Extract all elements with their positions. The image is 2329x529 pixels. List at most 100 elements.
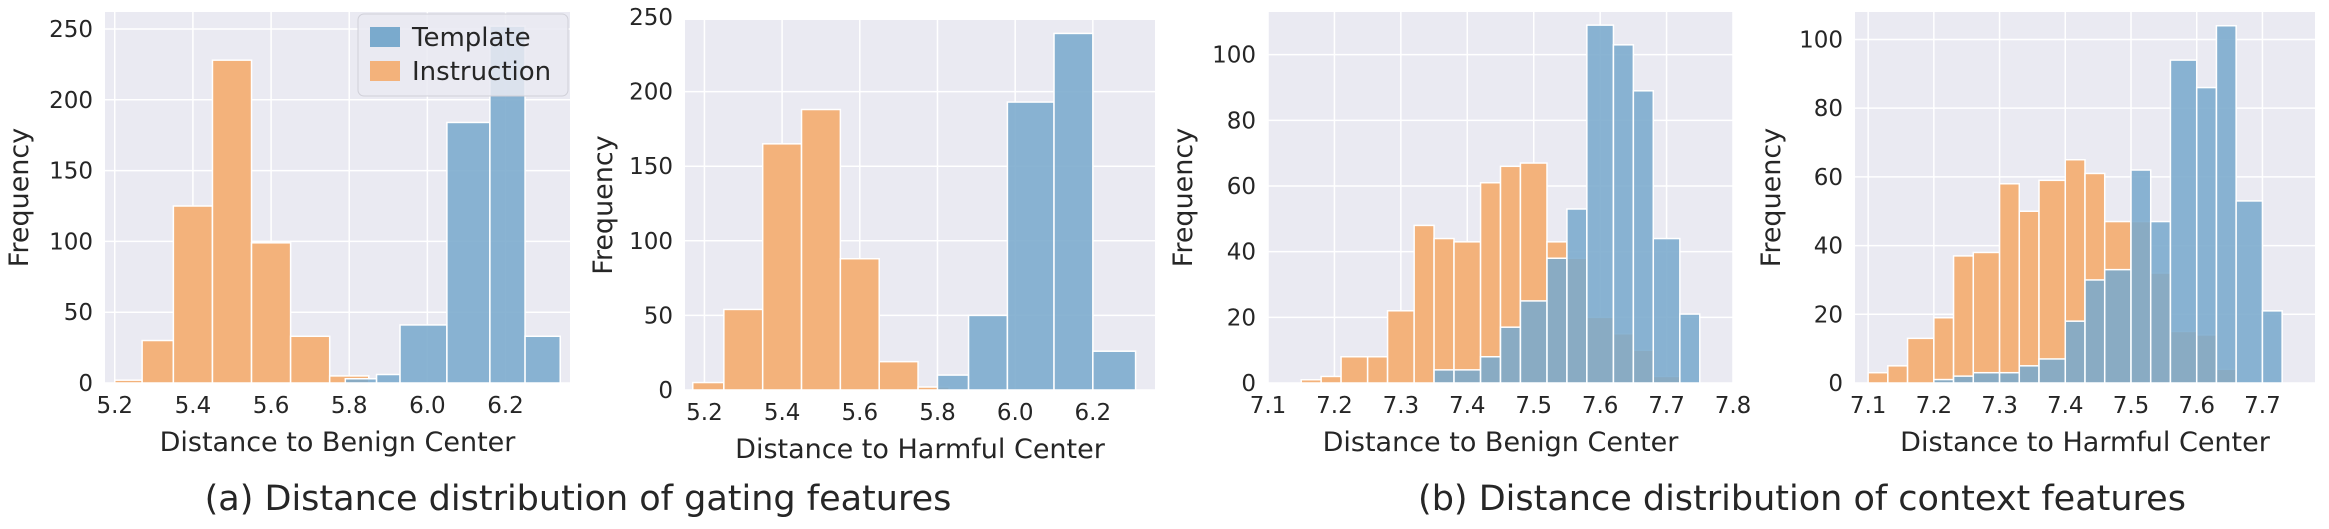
template-bar: [2084, 279, 2106, 384]
template-bar: [1546, 257, 1568, 384]
y-tick-label: 20: [1814, 302, 1843, 328]
x-axis-label: Distance to Benign Center: [160, 427, 517, 458]
x-tick-label: 7.6: [1582, 393, 1619, 419]
x-tick-label: 5.6: [842, 400, 879, 426]
template-bar: [399, 324, 448, 384]
template-bar: [1612, 44, 1635, 384]
x-axis-label: Distance to Harmful Center: [1900, 427, 2271, 458]
legend-swatch-instruction: [370, 61, 400, 81]
template-bar: [2235, 200, 2264, 384]
instruction-bar: [2038, 179, 2067, 384]
instruction-bar: [211, 59, 253, 384]
x-tick-label: 5.2: [96, 393, 133, 419]
x-tick-label: 5.2: [686, 400, 723, 426]
instruction-bar: [114, 379, 143, 384]
y-tick-label: 50: [64, 300, 93, 326]
x-tick-label: 7.5: [1515, 393, 1552, 419]
y-tick-label: 100: [1799, 27, 1843, 53]
caption-a: (a) Distance distribution of gating feat…: [205, 479, 952, 519]
instruction-bar: [1320, 375, 1342, 384]
template-bar: [1972, 371, 2001, 384]
template-bar: [1433, 369, 1455, 384]
legend: Template Instruction: [357, 13, 569, 97]
y-tick-label: 100: [629, 229, 673, 255]
instruction-bar: [1906, 337, 1935, 384]
instruction-bar: [289, 335, 331, 384]
x-tick-label: 6.2: [487, 393, 524, 419]
x-tick-label: 5.4: [764, 400, 801, 426]
x-tick-label: 7.5: [2113, 393, 2150, 419]
y-tick-label: 0: [1241, 371, 1256, 397]
template-bar: [1933, 378, 1955, 384]
x-tick-label: 5.6: [253, 393, 290, 419]
y-axis-label: Frequency: [1168, 128, 1199, 268]
instruction-bar: [878, 360, 919, 391]
y-tick-label: 50: [644, 303, 673, 329]
y-axis-label: Frequency: [4, 128, 35, 268]
x-tick-label: 7.7: [2244, 393, 2281, 419]
y-axis-label: Frequency: [588, 135, 619, 275]
x-tick-label: 7.1: [1250, 393, 1287, 419]
template-bar: [1566, 208, 1588, 384]
instruction-bar: [1340, 355, 1369, 384]
instruction-bar: [1972, 251, 2001, 384]
instruction-bar: [1867, 371, 1889, 384]
histogram-context-harmful: 0 20 40 60 80 100 7.1 7.2 7.3 7.4 7.5 7.6 7.7 Distanc…: [1756, 12, 2315, 458]
instruction-bar: [723, 308, 764, 391]
template-bar: [936, 374, 970, 391]
template-bar: [1632, 90, 1655, 384]
legend-swatch-template: [370, 27, 400, 47]
x-tick-label: 7.2: [1316, 393, 1353, 419]
instruction-bar: [1887, 365, 1909, 384]
y-tick-label: 200: [49, 88, 93, 114]
y-tick-label: 60: [1227, 174, 1256, 200]
template-bar: [1652, 237, 1681, 384]
y-tick-label: 150: [49, 159, 93, 185]
x-axis-label: Distance to Benign Center: [1323, 427, 1680, 458]
x-tick-label: 7.7: [1648, 393, 1685, 419]
template-bar: [2169, 59, 2198, 384]
x-tick-label: 6.0: [409, 393, 446, 419]
template-bar: [2149, 220, 2172, 384]
y-tick-label: 80: [1227, 108, 1256, 134]
template-bar: [967, 314, 1009, 391]
y-tick-label: 80: [1814, 96, 1843, 122]
instruction-bar: [1366, 355, 1389, 384]
caption-b: (b) Distance distribution of context fea…: [1418, 479, 2186, 519]
instruction-bar: [1952, 255, 1975, 384]
y-tick-label: 250: [49, 17, 93, 43]
legend-label-template: Template: [411, 23, 531, 53]
template-bar: [2195, 86, 2218, 384]
x-tick-label: 7.6: [2178, 393, 2215, 419]
y-tick-label: 40: [1227, 240, 1256, 266]
x-tick-label: 5.8: [331, 393, 368, 419]
template-bar: [2103, 268, 2132, 384]
instruction-bar: [141, 339, 175, 384]
template-bar: [1479, 355, 1502, 384]
y-tick-label: 0: [78, 371, 93, 397]
template-bar: [344, 378, 378, 384]
instruction-bar: [172, 205, 214, 384]
instruction-bar: [1933, 316, 1955, 384]
template-bar: [375, 373, 401, 384]
legend-frame: [357, 13, 569, 97]
instruction-bar: [1433, 237, 1455, 384]
template-bar: [2018, 365, 2040, 384]
instruction-bar: [692, 381, 725, 391]
x-tick-label: 7.2: [1916, 393, 1953, 419]
instruction-bar: [1479, 181, 1502, 384]
histogram-context-benign: 0 20 40 60 80 100 7.1 7.2 7.3 7.4 7.5 7.6 7.7 7.8 Dist…: [1168, 12, 1751, 458]
instruction-bar: [1413, 224, 1435, 384]
histogram-gating-harmful: 0 50 100 150 200 250 5.2 5.4 5.6 5.8 6.0 6.2 Distanc…: [588, 5, 1155, 465]
x-tick-label: 6.2: [1075, 400, 1112, 426]
template-bar: [2261, 310, 2283, 384]
instruction-bar: [800, 108, 842, 391]
y-tick-label: 250: [629, 5, 673, 31]
template-bar: [1586, 24, 1615, 384]
template-bar: [2130, 169, 2152, 384]
instruction-bar: [1453, 241, 1482, 384]
y-tick-label: 20: [1227, 305, 1256, 331]
template-bar: [1679, 313, 1701, 384]
y-tick-label: 60: [1814, 165, 1843, 191]
